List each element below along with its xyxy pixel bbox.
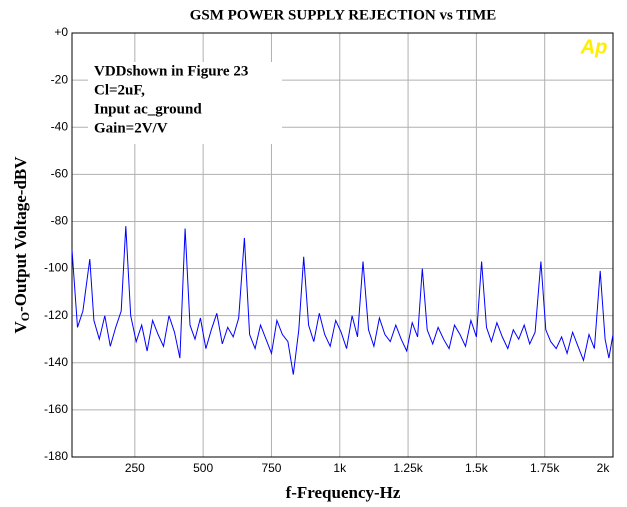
x-tick-label: 1.5k <box>465 461 489 475</box>
annotation: Gain=2V/V <box>94 120 168 136</box>
y-tick-label: -80 <box>51 214 69 228</box>
y-tick-label: -20 <box>51 72 69 86</box>
annotation: Input ac_ground <box>94 101 202 117</box>
y-label-v: V <box>11 321 30 334</box>
data-line <box>71 226 614 375</box>
y-tick-label: -60 <box>51 167 69 181</box>
y-tick-label: -160 <box>44 402 68 416</box>
y-label-rest: -Output Voltage-dBV <box>11 156 30 312</box>
plot-border <box>71 32 614 458</box>
annotation: VDDshown in Figure 23 <box>94 63 248 79</box>
annotation: Cl=2uF, <box>94 82 145 98</box>
logo: Ap <box>580 36 608 58</box>
x-tick-label: 500 <box>193 461 213 475</box>
y-tick-label: -120 <box>44 308 68 322</box>
x-tick-label: 2k <box>597 461 611 475</box>
y-axis-label: VO-Output Voltage-dBV <box>11 156 32 334</box>
x-tick-label: 1.25k <box>393 461 423 475</box>
y-tick-label: +0 <box>54 25 68 39</box>
x-tick-label: 1.75k <box>530 461 560 475</box>
y-tick-label: -140 <box>44 355 68 369</box>
x-axis-label: f-Frequency-Hz <box>286 483 401 502</box>
y-tick-label: -100 <box>44 261 68 275</box>
x-tick-label: 250 <box>125 461 145 475</box>
chart-title: GSM POWER SUPPLY REJECTION vs TIME <box>190 7 497 23</box>
y-tick-label: -180 <box>44 449 68 463</box>
x-tick-label: 750 <box>261 461 281 475</box>
y-tick-label: -40 <box>51 119 69 133</box>
x-tick-label: 1k <box>333 461 347 475</box>
annotation-box <box>88 62 282 144</box>
y-label-sub: O <box>18 312 32 321</box>
